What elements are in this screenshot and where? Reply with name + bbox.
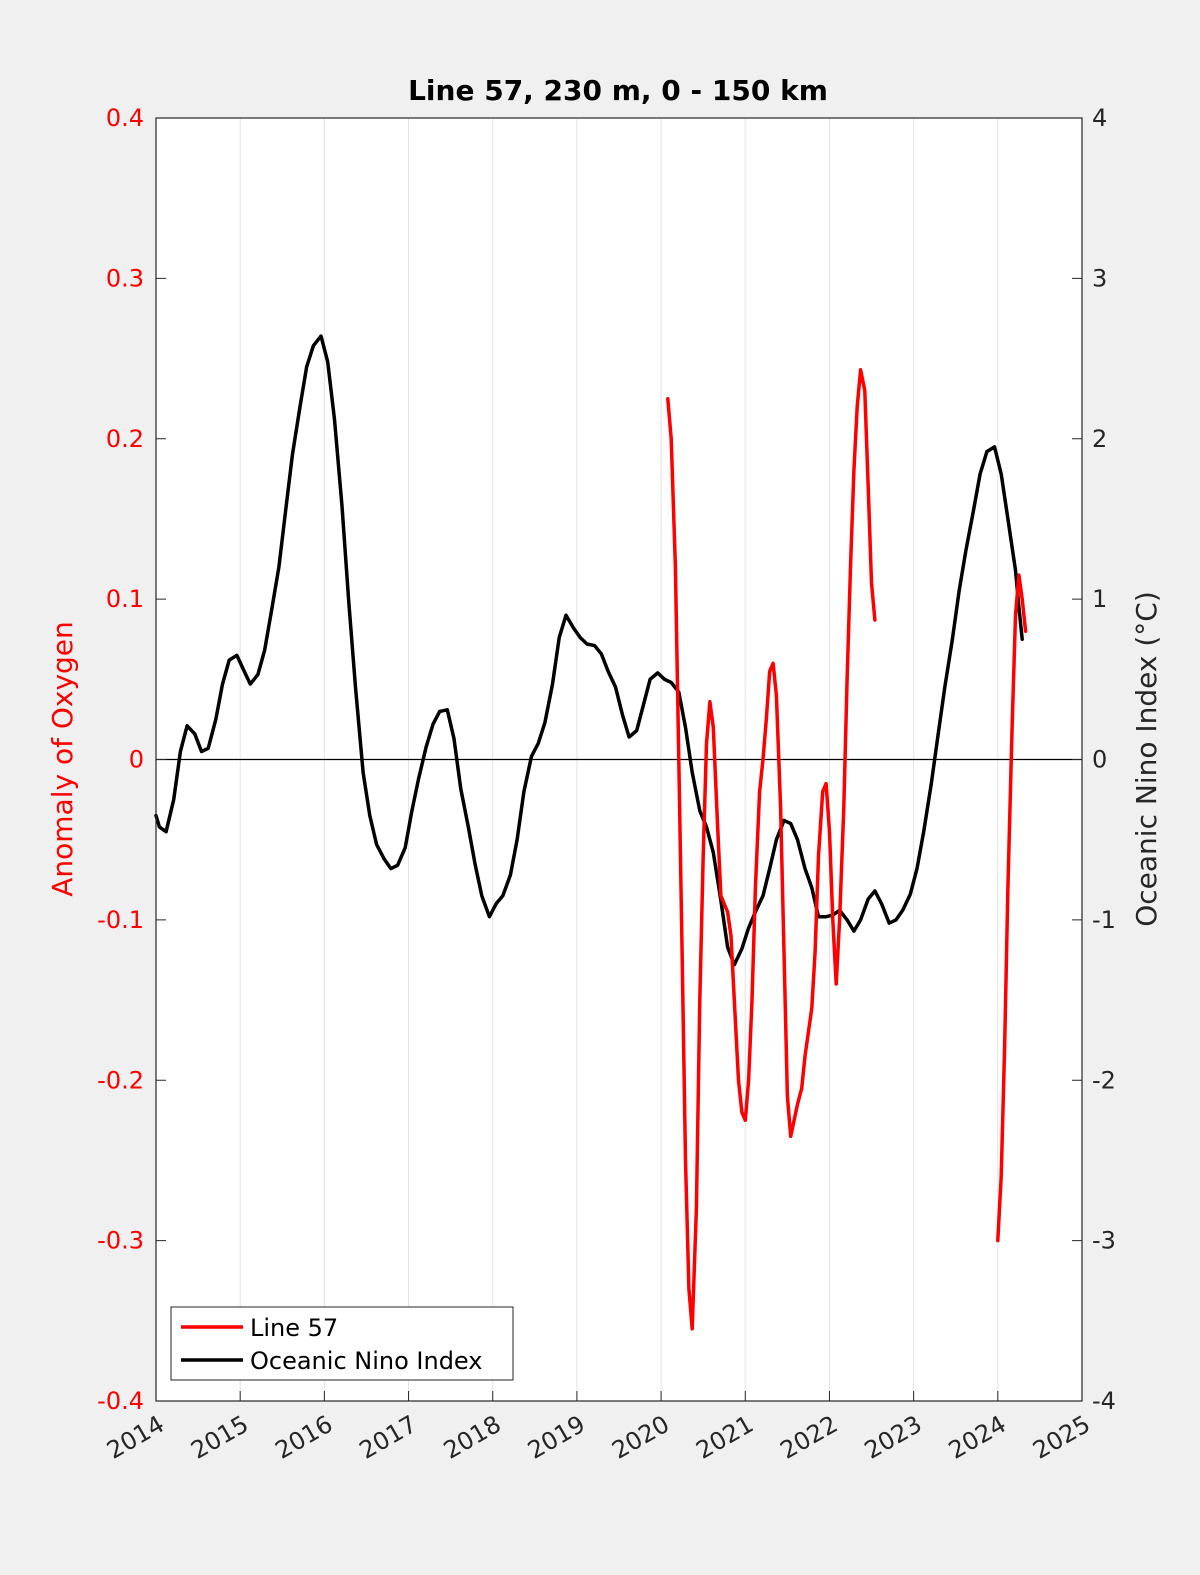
y-tick-label-right: -4 (1092, 1387, 1116, 1415)
chart-title: Line 57, 230 m, 0 - 150 km (408, 74, 828, 107)
x-tick-label: 2019 (523, 1410, 590, 1465)
legend-label: Line 57 (250, 1314, 338, 1342)
y-axis-label-right: Oceanic Nino Index (°C) (1130, 591, 1163, 927)
y-tick-label-left: 0.2 (106, 425, 144, 453)
y-tick-label-left: -0.4 (97, 1387, 144, 1415)
series-line-line-57 (996, 573, 1028, 1243)
y-tick-label-right: -3 (1092, 1227, 1116, 1255)
legend-label: Oceanic Nino Index (250, 1347, 482, 1375)
x-tick-label: 2014 (102, 1410, 169, 1465)
x-tick-label: 2017 (355, 1410, 422, 1465)
x-tick-label: 2021 (691, 1410, 758, 1465)
y-axis-label-left: Anomaly of Oxygen (46, 621, 79, 897)
x-tick-label: 2016 (270, 1410, 337, 1465)
series-line-line-57 (666, 368, 877, 1331)
x-tick-label: 2015 (186, 1410, 253, 1465)
x-axis: 2014 2015 2016 2017 2018 2019 2020 2021 2022 2023… (102, 1391, 1095, 1465)
y-tick-label-left: -0.3 (97, 1227, 144, 1255)
y-tick-label-right: 1 (1092, 585, 1107, 613)
x-tick-label: 2025 (1028, 1410, 1095, 1465)
y-tick-label-left: 0.3 (106, 264, 144, 292)
series-layer (154, 334, 1028, 1331)
y-tick-label-left: 0.4 (106, 104, 144, 132)
legend: Line 57 Oceanic Nino Index (170, 1306, 514, 1381)
y-tick-label-right: 2 (1092, 425, 1107, 453)
y-tick-label-right: -1 (1092, 906, 1116, 934)
y-tick-label-right: 0 (1092, 746, 1107, 774)
y-tick-label-right: -2 (1092, 1066, 1116, 1094)
x-tick-label: 2022 (776, 1410, 843, 1465)
legend-box (170, 1306, 514, 1381)
x-tick-label: 2020 (607, 1410, 674, 1465)
right-axis: -4 -3 -2 -1 0 1 2 3 4 (1072, 104, 1116, 1415)
y-tick-label-right: 4 (1092, 104, 1107, 132)
x-tick-label: 2023 (860, 1410, 927, 1465)
y-tick-label-right: 3 (1092, 264, 1107, 292)
x-tick-label: 2024 (944, 1410, 1011, 1465)
y-tick-label-left: -0.1 (97, 906, 144, 934)
y-tick-label-left: 0.1 (106, 585, 144, 613)
y-tick-label-left: 0 (129, 746, 144, 774)
series-line-oceanic-nino-index (154, 334, 1024, 967)
x-tick-label: 2018 (439, 1410, 506, 1465)
y-tick-label-left: -0.2 (97, 1066, 144, 1094)
left-axis: -0.4 -0.3 -0.2 -0.1 0 0.1 0.2 0.3 0.4 (97, 104, 166, 1415)
